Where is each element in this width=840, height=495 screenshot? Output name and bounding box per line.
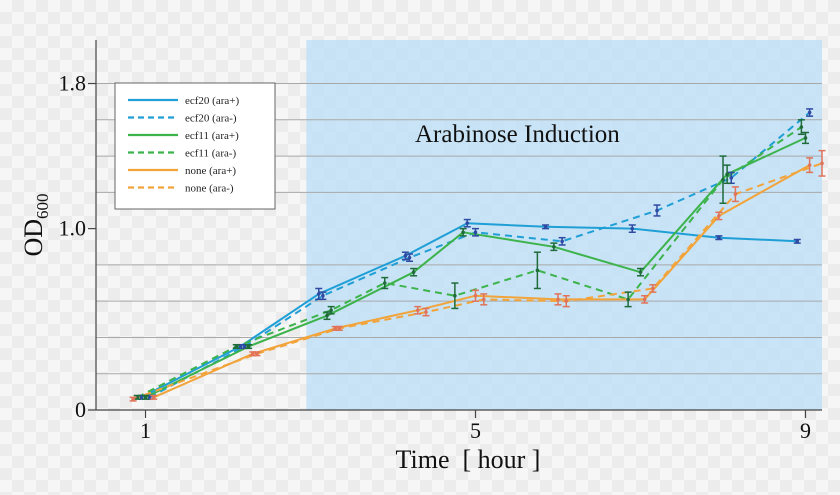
data-point [234,344,239,349]
data-point [453,293,457,298]
data-point [131,397,135,401]
data-point [333,326,338,331]
data-point [655,208,659,213]
data-point [535,268,540,273]
data-point [424,310,428,314]
data-point [721,177,725,182]
legend: ecf20 (ara+) ecf20 (ara-) ecf11 (ara+) ecf1… [114,82,276,210]
data-point [321,293,325,298]
data-point [795,239,800,244]
data-point [147,395,152,400]
data-point [556,297,560,302]
data-point [151,395,156,400]
data-point [564,299,569,303]
data-point [803,136,808,140]
series-line [136,126,802,399]
svg-text:OD600: OD600 [19,193,52,256]
data-point [729,176,734,180]
x-tick-label: 5 [470,418,481,443]
legend-label: none (ara-) [185,183,234,195]
data-point [807,163,812,167]
legend-label: ecf11 (ara+) [185,130,239,142]
data-point [642,297,647,302]
data-point [135,395,140,400]
axes [95,40,822,411]
data-point [255,351,259,356]
data-point [725,172,729,177]
legend-label: none (ara+) [185,165,236,177]
data-point [325,313,329,318]
data-point [473,230,478,235]
data-point [481,297,486,302]
data-point [733,192,738,196]
data-point [337,326,342,331]
data-point [139,395,144,400]
x-tick-label: 1 [140,418,151,443]
data-point [250,351,255,356]
y-axis-title-main: OD [19,219,48,257]
data-point [242,344,247,349]
y-axis-title: OD600 [19,193,52,256]
data-point [638,270,643,274]
data-point [717,214,721,218]
y-tick-label: 1.8 [59,71,87,96]
legend-label: ecf20 (ara+) [185,95,239,107]
data-point [630,226,635,231]
data-point [543,225,548,229]
x-axis-title: Time [ hour ] [396,445,541,474]
data-point [799,125,804,129]
data-point [329,308,333,313]
data-point [552,244,556,249]
y-tick-label: 0 [75,397,86,422]
y-axis-title-sub: 600 [33,193,52,219]
data-point [143,395,148,400]
data-point [407,255,412,260]
data-point [820,161,824,166]
legend-label: ecf20 (ara-) [185,113,237,125]
data-point [316,292,321,296]
data-point [560,239,564,244]
data-point [403,254,408,258]
data-point [246,344,251,349]
data-point [461,230,465,235]
data-point [415,308,420,313]
data-point [238,344,243,349]
data-point [465,221,470,225]
tick-labels: 0 1.0 1.8 1 5 9 [59,71,812,443]
error-bars [129,108,826,402]
y-tick-label: 1.0 [59,216,87,241]
x-tick-label: 9 [800,418,811,443]
arabinose-induction-region [306,40,822,410]
data-point [411,270,416,274]
data-point [473,293,478,298]
data-point [807,110,812,115]
data-point [651,286,655,291]
arabinose-induction-label: Arabinose Induction [415,121,620,148]
data-point [382,281,387,285]
data-point [626,297,630,302]
legend-label: ecf11 (ara-) [185,148,237,160]
data-point [717,235,721,240]
